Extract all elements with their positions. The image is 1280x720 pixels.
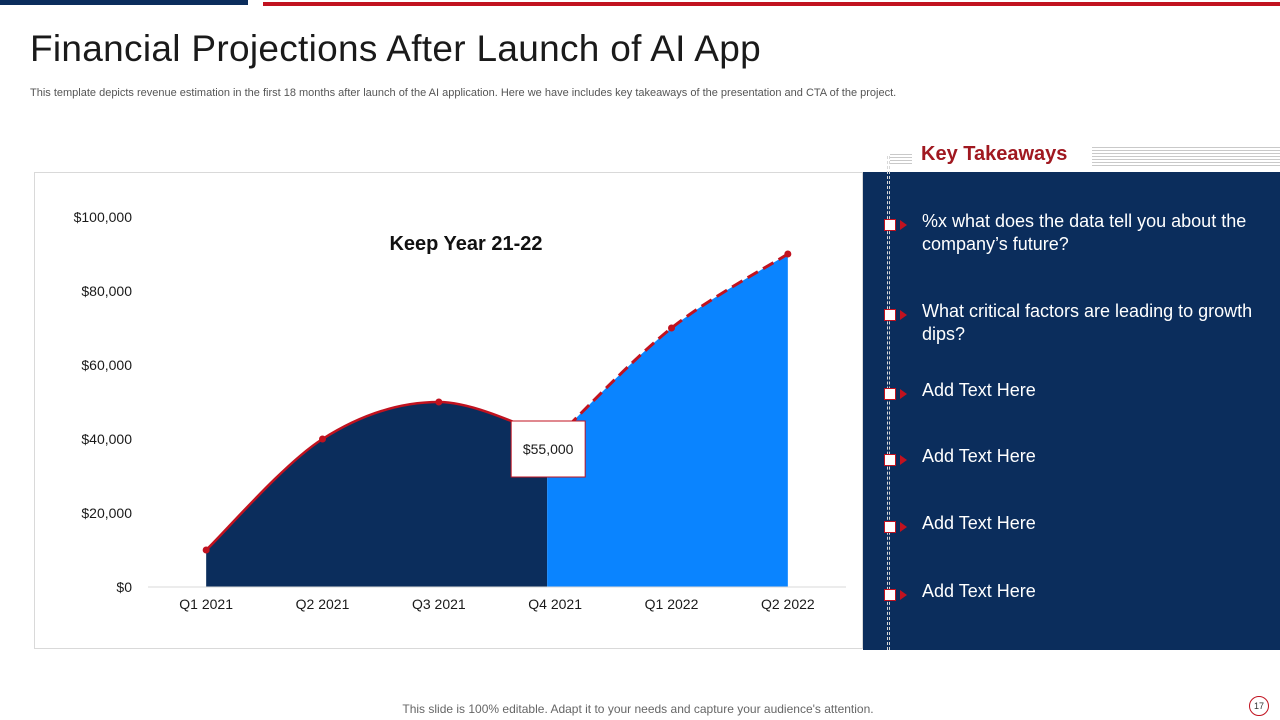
data-point (202, 546, 210, 554)
bullet-marker-icon (882, 521, 910, 537)
y-tick-label: $20,000 (81, 505, 132, 521)
callout-box (510, 420, 586, 478)
bullet-marker-icon (882, 589, 910, 605)
line-actual-revenue (205, 400, 548, 551)
x-tick-label: Q4 2021 (528, 596, 582, 612)
takeaway-text: Add Text Here (922, 446, 1036, 466)
x-tick-label: Q2 2021 (296, 596, 350, 612)
area-actual-revenue (206, 402, 548, 587)
data-point (784, 250, 792, 258)
x-tick-label: Q1 2022 (645, 596, 699, 612)
data-point (435, 398, 443, 406)
data-points (202, 250, 792, 554)
area-projected-revenue (543, 254, 788, 587)
y-tick-label: $0 (116, 579, 132, 595)
takeaway-text: Add Text Here (922, 380, 1036, 400)
takeaway-text: Add Text Here (922, 581, 1036, 601)
slide-footer: This slide is 100% editable. Adapt it to… (402, 702, 874, 716)
bullet-marker-icon (882, 309, 910, 325)
takeaways-header-decoration (1092, 147, 1280, 167)
takeaways-panel (863, 172, 1280, 650)
takeaways-title: Key Takeaways (921, 143, 1068, 165)
takeaway-text: Add Text Here (922, 513, 1036, 533)
x-tick-label: Q2 2022 (761, 596, 815, 612)
takeaway-text: %x what does the data tell you about the… (922, 211, 1247, 254)
y-tick-label: $100,000 (74, 209, 133, 225)
data-point (668, 324, 675, 332)
line-projected-revenue (554, 252, 789, 441)
y-tick-label: $60,000 (81, 357, 132, 373)
bullet-marker-icon (882, 219, 910, 235)
chart-title: Keep Year 21-22 (389, 233, 542, 255)
revenue-area-chart: $0 $20,000 $40,000 $60,000 $80,000 $100,000 Q… (74, 209, 846, 612)
slide-title: Financial Projections After Launch of AI… (30, 28, 762, 69)
top-accent-bar-navy (0, 0, 248, 5)
slide-subtitle: This template depicts revenue estimation… (30, 87, 897, 99)
y-tick-label: $40,000 (81, 431, 132, 447)
takeaways-header-decoration-left (890, 154, 912, 164)
top-accent-bar-red (263, 2, 1280, 6)
x-tick-label: Q1 2021 (179, 596, 233, 612)
y-axis-ticks: $0 $20,000 $40,000 $60,000 $80,000 $100,000 (74, 209, 133, 595)
bullet-marker-icon (882, 388, 910, 404)
bullet-marker-icon (882, 454, 910, 470)
x-axis-ticks: Q1 2021 Q2 2021 Q3 2021 Q4 2021 Q1 2022 Q2 20… (179, 596, 815, 612)
y-tick-label: $80,000 (81, 283, 132, 299)
data-point (319, 435, 326, 443)
takeaways-timeline-line (887, 156, 890, 650)
callout-label: $55,000 (523, 441, 574, 457)
value-callout: $55,000 (510, 420, 586, 478)
takeaway-text: What critical factors are leading to gro… (922, 301, 1253, 344)
x-tick-label: Q3 2021 (412, 596, 466, 612)
page-number: 17 (1249, 696, 1269, 716)
